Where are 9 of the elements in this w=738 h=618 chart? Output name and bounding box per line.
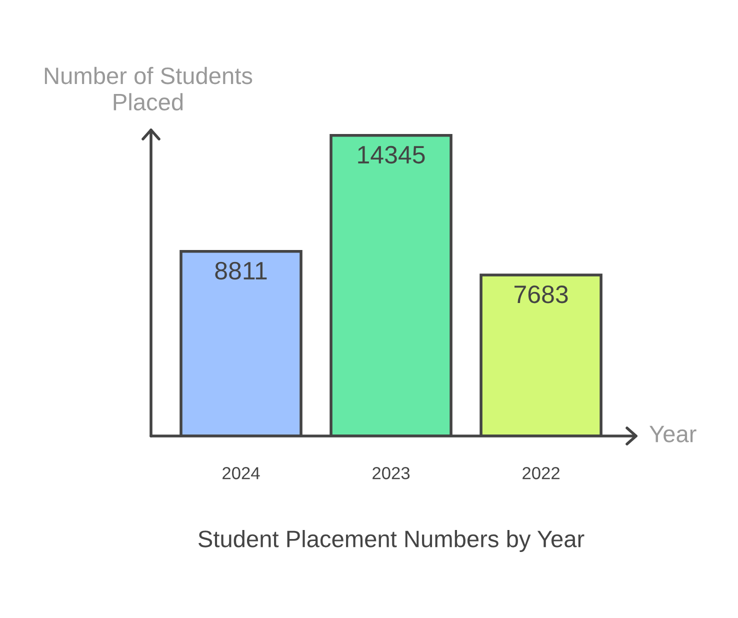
x-tick-label: 2024 [222,467,260,480]
data-label: 8811 [215,262,267,280]
x-tick-label: 2022 [522,467,560,480]
text: Student Placement Numbers by Year [198,530,584,552]
x-tick-label: 2023 [372,467,410,480]
data-label: 14345 [358,146,425,164]
data-label: 7683 [514,286,568,304]
x-axis-title: Year [650,426,696,442]
y-axis-title: Number of Students Placed [44,66,252,110]
